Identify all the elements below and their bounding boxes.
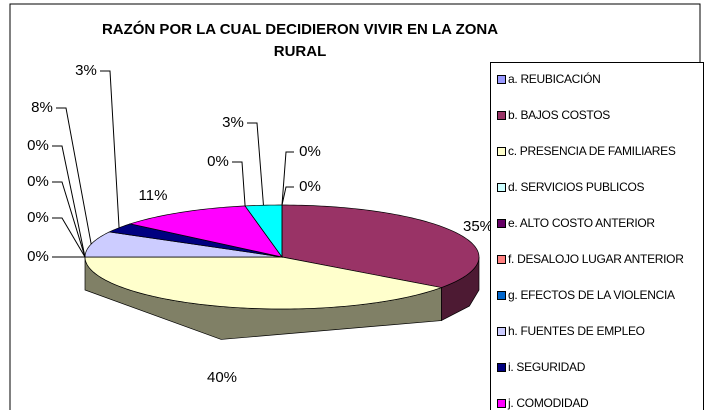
legend-label: j. COMODIDAD [508, 396, 589, 410]
data-label: 0% [27, 209, 49, 226]
legend-item: e. ALTO COSTO ANTERIOR [491, 207, 703, 243]
leader-line [281, 151, 294, 206]
leader-line [247, 122, 264, 206]
legend-item: f. DESALOJO LUGAR ANTERIOR [491, 243, 703, 279]
legend-swatch [497, 75, 506, 84]
legend-label: h. FUENTES DE EMPLEO [508, 324, 645, 338]
chart-title: RAZÓN POR LA CUAL DECIDIERON VIVIR EN LA… [102, 20, 498, 60]
leader-line [52, 217, 86, 258]
legend-swatch [497, 111, 506, 120]
leader-line [232, 161, 246, 206]
pie-slice [281, 204, 480, 288]
data-label: 0% [299, 143, 321, 160]
legend-swatch [497, 399, 506, 408]
legend-item: g. EFECTOS DE LA VIOLENCIA [491, 279, 703, 315]
legend: a. REUBICACIÓN b. BAJOS COSTOS c. PRESENCI… [490, 62, 704, 410]
data-label: 0% [207, 153, 229, 170]
data-label: 0% [27, 173, 49, 190]
legend-item: b. BAJOS COSTOS [491, 99, 703, 135]
legend-swatch [497, 363, 506, 372]
data-label: 8% [31, 99, 53, 116]
leader-line [56, 107, 92, 245]
legend-label: e. ALTO COSTO ANTERIOR [508, 216, 655, 230]
legend-swatch [497, 147, 506, 156]
data-label: 11% [139, 187, 168, 204]
data-label: 0% [27, 248, 49, 265]
legend-item: c. PRESENCIA DE FAMILIARES [491, 135, 703, 171]
legend-item: a. REUBICACIÓN [491, 63, 703, 99]
data-label: 0% [27, 137, 49, 154]
pie-slice [128, 205, 283, 258]
legend-label: c. PRESENCIA DE FAMILIARES [508, 144, 676, 158]
legend-label: i. SEGURIDAD [508, 360, 586, 374]
legend-swatch [497, 255, 506, 264]
legend-item: j. COMODIDAD [491, 387, 703, 410]
legend-label: a. REUBICACIÓN [508, 72, 601, 86]
legend-swatch [497, 327, 506, 336]
pie-slice [84, 256, 443, 310]
leader-line [52, 181, 86, 258]
legend-swatch [497, 291, 506, 300]
data-label: 3% [75, 62, 97, 79]
legend-label: g. EFECTOS DE LA VIOLENCIA [508, 288, 675, 302]
pie-slice [84, 231, 283, 258]
legend-item: i. SEGURIDAD [491, 351, 703, 387]
legend-label: b. BAJOS COSTOS [508, 108, 610, 122]
legend-item: h. FUENTES DE EMPLEO [491, 315, 703, 351]
leader-line [52, 145, 86, 258]
leader-line [281, 186, 294, 206]
legend-label: f. DESALOJO LUGAR ANTERIOR [508, 252, 684, 266]
leader-line [100, 70, 120, 228]
legend-swatch [497, 183, 506, 192]
data-label: 0% [299, 178, 321, 195]
data-label: 35% [463, 218, 493, 235]
legend-item: d. SERVICIOS PUBLICOS [491, 171, 703, 207]
data-label: 40% [207, 369, 237, 386]
legend-label: d. SERVICIOS PUBLICOS [508, 180, 645, 194]
legend-swatch [497, 219, 506, 228]
data-label: 3% [222, 114, 244, 131]
